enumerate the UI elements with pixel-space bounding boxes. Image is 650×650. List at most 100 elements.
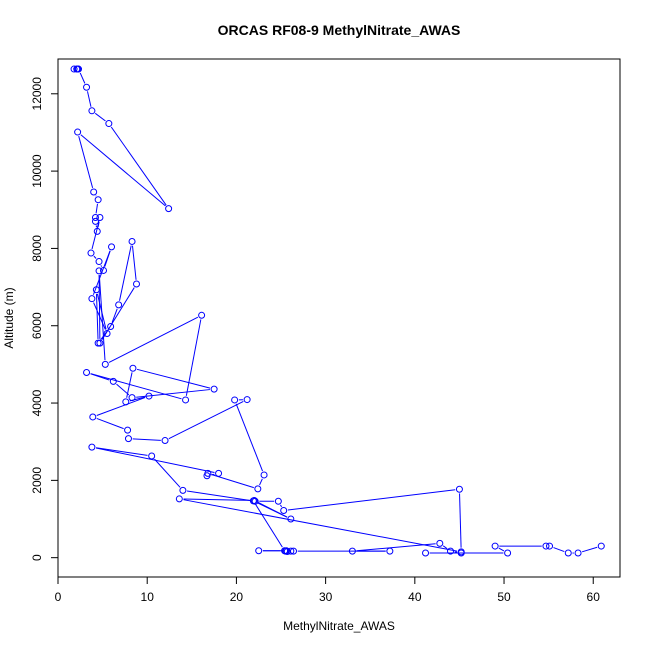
data-point (92, 286, 100, 294)
series-segment (553, 547, 565, 553)
data-point (128, 394, 136, 402)
series-segment (442, 545, 448, 550)
series-segment (94, 112, 106, 122)
series-segment (183, 498, 251, 501)
data-point (83, 369, 91, 377)
series-segment (101, 287, 135, 340)
series-segment (111, 308, 118, 323)
series-segment (116, 383, 130, 396)
series-segment (93, 255, 97, 259)
series-segment (210, 473, 215, 476)
series-segment (581, 546, 598, 553)
x-tick-label: 20 (230, 590, 244, 604)
data-point (89, 413, 97, 421)
plot-frame (57, 58, 621, 578)
y-axis: 0 2000 4000 6000 8000 10000 12000 (30, 77, 59, 561)
data-point (436, 539, 444, 547)
data-point (455, 485, 463, 493)
data-point (179, 486, 187, 494)
data-point (95, 258, 103, 266)
data-point (255, 547, 263, 555)
series-segment (90, 373, 110, 381)
series-segment (95, 447, 148, 456)
data-point (103, 329, 111, 337)
data-point (504, 549, 512, 557)
series-segment (280, 504, 283, 508)
data-point (542, 542, 550, 550)
y-tick-label: 4000 (30, 389, 44, 416)
data-point (260, 471, 268, 479)
series-segment (136, 389, 210, 398)
data-point (96, 213, 104, 221)
x-tick-label: 50 (497, 590, 511, 604)
series-segment (80, 134, 166, 207)
series-segment (126, 372, 133, 398)
x-axis-label: MethylNitrate_AWAS (283, 619, 395, 633)
data-point (74, 128, 82, 136)
data-point (254, 485, 262, 493)
data-point (182, 396, 190, 404)
series-segment (256, 502, 288, 518)
series-segment (98, 274, 106, 361)
series-segment (132, 438, 161, 441)
series-segment (98, 275, 101, 339)
data-point (574, 549, 582, 557)
data-point (422, 549, 430, 557)
data-point (91, 213, 99, 221)
data-point (148, 452, 156, 460)
series-segment (136, 368, 211, 389)
series-segment (287, 489, 456, 511)
series-segment (255, 504, 283, 548)
x-axis: 0 10 20 30 40 50 60 (55, 576, 600, 604)
data-point (75, 65, 83, 73)
series-segment (154, 458, 181, 488)
data-point (129, 364, 137, 372)
y-tick-label: 10000 (30, 154, 44, 188)
data-point (88, 443, 96, 451)
data-point (87, 249, 95, 257)
data-point (133, 280, 141, 288)
series-segment (96, 397, 146, 416)
data-point (108, 243, 116, 251)
x-tick-label: 10 (141, 590, 155, 604)
data-point (564, 549, 572, 557)
data-point (90, 188, 98, 196)
series-segment (498, 547, 505, 552)
data-point (94, 196, 102, 204)
data-point (115, 301, 123, 309)
y-tick-label: 12000 (30, 77, 44, 111)
data-point (161, 437, 169, 445)
data-point (83, 83, 91, 91)
series-segment (259, 478, 263, 486)
data-point (546, 542, 554, 550)
data-point (290, 547, 298, 555)
series-segment (110, 126, 167, 206)
series-segment (95, 203, 99, 214)
series-segment (183, 499, 458, 552)
x-tick-label: 30 (319, 590, 333, 604)
data-point (88, 295, 96, 303)
series-segment (96, 417, 124, 430)
data-point (243, 396, 251, 404)
y-tick-label: 6000 (30, 312, 44, 339)
series-segment (119, 245, 132, 301)
series-segment (356, 543, 436, 552)
data-point (93, 227, 101, 235)
data-point (145, 392, 153, 400)
data-point (124, 426, 132, 434)
data-point (280, 507, 288, 515)
series-segment (108, 316, 199, 363)
x-tick-label: 40 (408, 590, 422, 604)
series-segment (95, 293, 99, 339)
data-point (95, 267, 103, 275)
data-point (128, 237, 136, 245)
series-segment (79, 72, 86, 84)
data-point (287, 547, 295, 555)
y-tick-label: 2000 (30, 467, 44, 494)
y-tick-label: 8000 (30, 235, 44, 262)
series-segment (78, 135, 94, 189)
data-point (105, 120, 113, 128)
series-segment (86, 91, 92, 107)
data-point (210, 385, 218, 393)
